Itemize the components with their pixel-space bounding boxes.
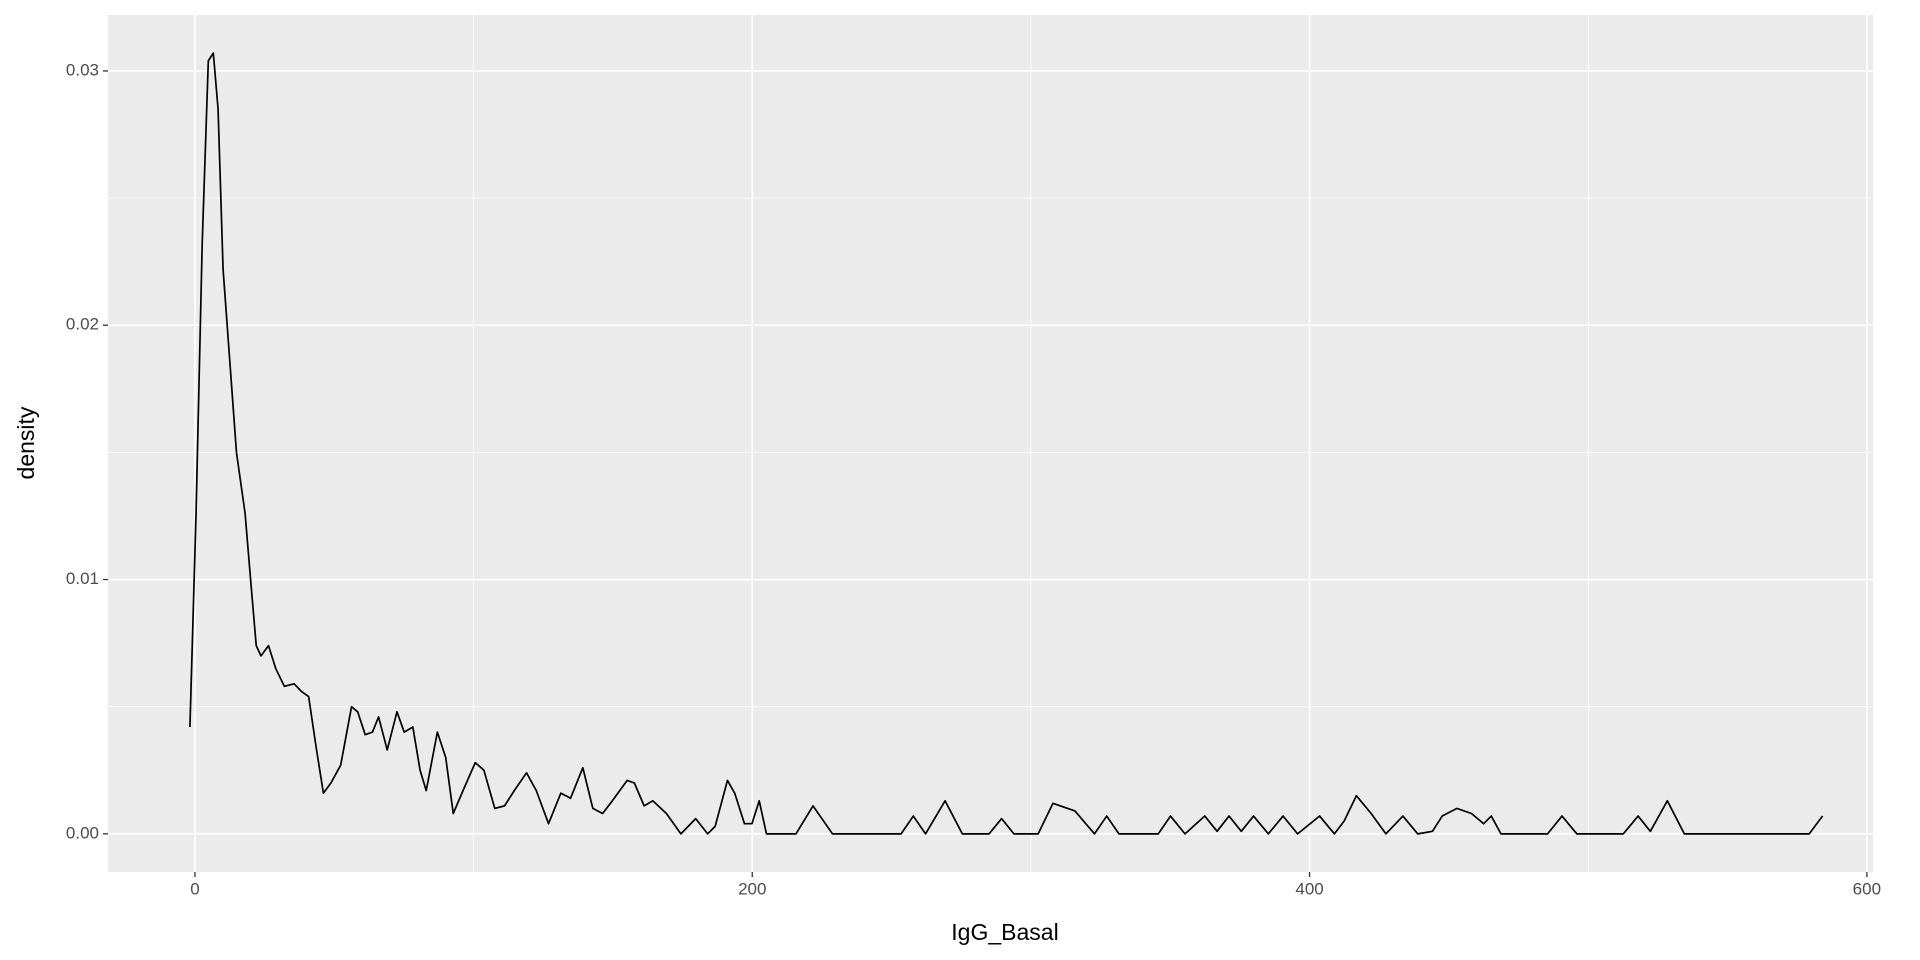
panel	[108, 15, 1873, 872]
y-tick-label: 0.02	[66, 315, 99, 334]
x-tick-label: 200	[738, 879, 766, 898]
y-axis-title: density	[13, 406, 39, 479]
x-axis-title: IgG_Basal	[951, 919, 1058, 945]
x-tick-label: 0	[190, 879, 199, 898]
density-line	[189, 52, 1824, 835]
y-tick-label: 0.00	[66, 823, 99, 842]
y-tick-label: 0.01	[66, 569, 99, 588]
x-tick-label: 600	[1853, 879, 1881, 898]
x-tick-label: 400	[1295, 879, 1323, 898]
y-tick-label: 0.03	[66, 60, 99, 79]
